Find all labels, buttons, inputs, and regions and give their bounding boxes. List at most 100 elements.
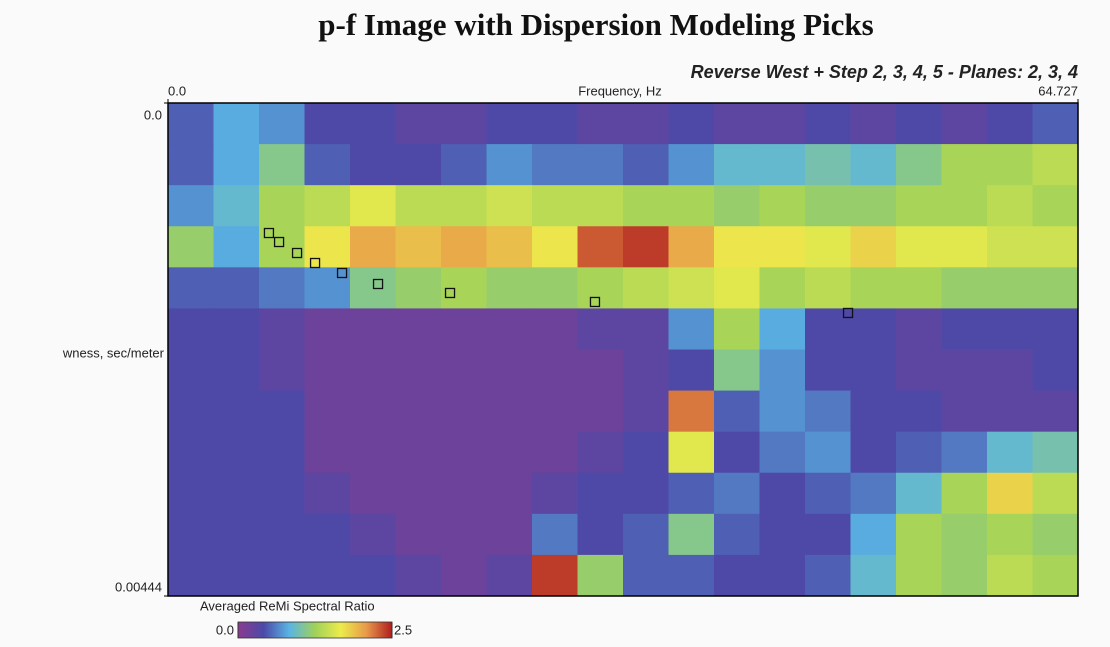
heatmap-cell <box>578 473 624 515</box>
chart: p-f Image with Dispersion Modeling Picks… <box>0 0 1110 647</box>
heatmap-cell <box>578 144 624 186</box>
heatmap-cell <box>760 555 806 597</box>
heatmap-cell <box>760 267 806 309</box>
heatmap-cell <box>487 267 533 309</box>
chart-subtitle: Reverse West + Step 2, 3, 4, 5 - Planes:… <box>691 62 1078 82</box>
heatmap-cell <box>714 555 760 597</box>
heatmap-cell <box>942 267 988 309</box>
heatmap-cell <box>942 391 988 433</box>
heatmap-cell <box>760 144 806 186</box>
heatmap-cell <box>669 144 715 186</box>
heatmap-cell <box>487 308 533 350</box>
heatmap-cell <box>851 185 897 227</box>
heatmap-cell <box>214 350 260 392</box>
heatmap-cell <box>1033 473 1079 515</box>
heatmap-cell <box>760 226 806 268</box>
heatmap-cell <box>350 514 396 556</box>
x-axis-label: Frequency, Hz <box>578 83 662 98</box>
heatmap-cell <box>350 391 396 433</box>
heatmap-cell <box>350 555 396 597</box>
heatmap-cell <box>441 473 487 515</box>
heatmap-cell <box>441 144 487 186</box>
heatmap-cell <box>714 432 760 474</box>
heatmap-cell <box>851 144 897 186</box>
heatmap-cell <box>305 555 351 597</box>
heatmap-cell <box>259 555 305 597</box>
heatmap-cell <box>532 555 578 597</box>
heatmap-cell <box>578 555 624 597</box>
heatmap-cell <box>805 555 851 597</box>
heatmap-cell <box>896 308 942 350</box>
heatmap-cell <box>259 473 305 515</box>
heatmap-cell <box>896 185 942 227</box>
heatmap-cell <box>168 226 214 268</box>
heatmap-cell <box>396 391 442 433</box>
heatmap-cell <box>305 391 351 433</box>
heatmap-cell <box>714 514 760 556</box>
heatmap-cell <box>987 308 1033 350</box>
heatmap-cell <box>168 555 214 597</box>
heatmap-cell <box>441 432 487 474</box>
heatmap-cell <box>305 514 351 556</box>
heatmap-cell <box>350 432 396 474</box>
heatmap-cell <box>1033 432 1079 474</box>
heatmap-cell <box>987 350 1033 392</box>
heatmap-cell <box>714 144 760 186</box>
heatmap-cell <box>350 226 396 268</box>
heatmap-cell <box>669 267 715 309</box>
heatmap-cell <box>578 350 624 392</box>
heatmap-cell <box>396 350 442 392</box>
heatmap-cell <box>396 555 442 597</box>
heatmap-cell <box>1033 391 1079 433</box>
heatmap-cell <box>760 391 806 433</box>
heatmap-cell <box>669 308 715 350</box>
heatmap-cell <box>441 555 487 597</box>
heatmap-cell <box>487 432 533 474</box>
heatmap-cell <box>350 308 396 350</box>
heatmap-cell <box>987 514 1033 556</box>
heatmap-cell <box>896 267 942 309</box>
heatmap-cell <box>168 350 214 392</box>
heatmap-cell <box>487 391 533 433</box>
heatmap-cell <box>896 144 942 186</box>
heatmap-cell <box>532 350 578 392</box>
heatmap-cell <box>805 473 851 515</box>
heatmap-cell <box>942 308 988 350</box>
heatmap-cell <box>168 103 214 145</box>
heatmap-cell <box>305 432 351 474</box>
heatmap-cell <box>851 226 897 268</box>
heatmap-cell <box>532 185 578 227</box>
heatmap-cell <box>259 350 305 392</box>
heatmap-cell <box>214 308 260 350</box>
heatmap-cell <box>669 226 715 268</box>
heatmap-cell <box>441 514 487 556</box>
heatmap-cell <box>987 267 1033 309</box>
heatmap-cell <box>760 473 806 515</box>
heatmap-cell <box>214 226 260 268</box>
heatmap-cell <box>168 514 214 556</box>
heatmap-cell <box>532 226 578 268</box>
heatmap-cell <box>396 144 442 186</box>
heatmap-cell <box>851 514 897 556</box>
heatmap-cell <box>669 432 715 474</box>
heatmap-cell <box>1033 267 1079 309</box>
heatmap-cell <box>532 432 578 474</box>
heatmap-cell <box>760 308 806 350</box>
heatmap-cell <box>214 555 260 597</box>
heatmap-cell <box>714 350 760 392</box>
heatmap-cell <box>987 185 1033 227</box>
heatmap-cell <box>623 144 669 186</box>
heatmap-cell <box>805 103 851 145</box>
heatmap-cell <box>896 226 942 268</box>
heatmap-cell <box>942 144 988 186</box>
heatmap-cell <box>168 267 214 309</box>
heatmap-cell <box>623 391 669 433</box>
colorbar <box>238 622 392 638</box>
heatmap-cell <box>396 308 442 350</box>
heatmap-cell <box>760 514 806 556</box>
heatmap-cell <box>669 350 715 392</box>
heatmap-cell <box>578 185 624 227</box>
heatmap-cell <box>714 103 760 145</box>
heatmap-cell <box>1033 144 1079 186</box>
heatmap-cell <box>259 514 305 556</box>
